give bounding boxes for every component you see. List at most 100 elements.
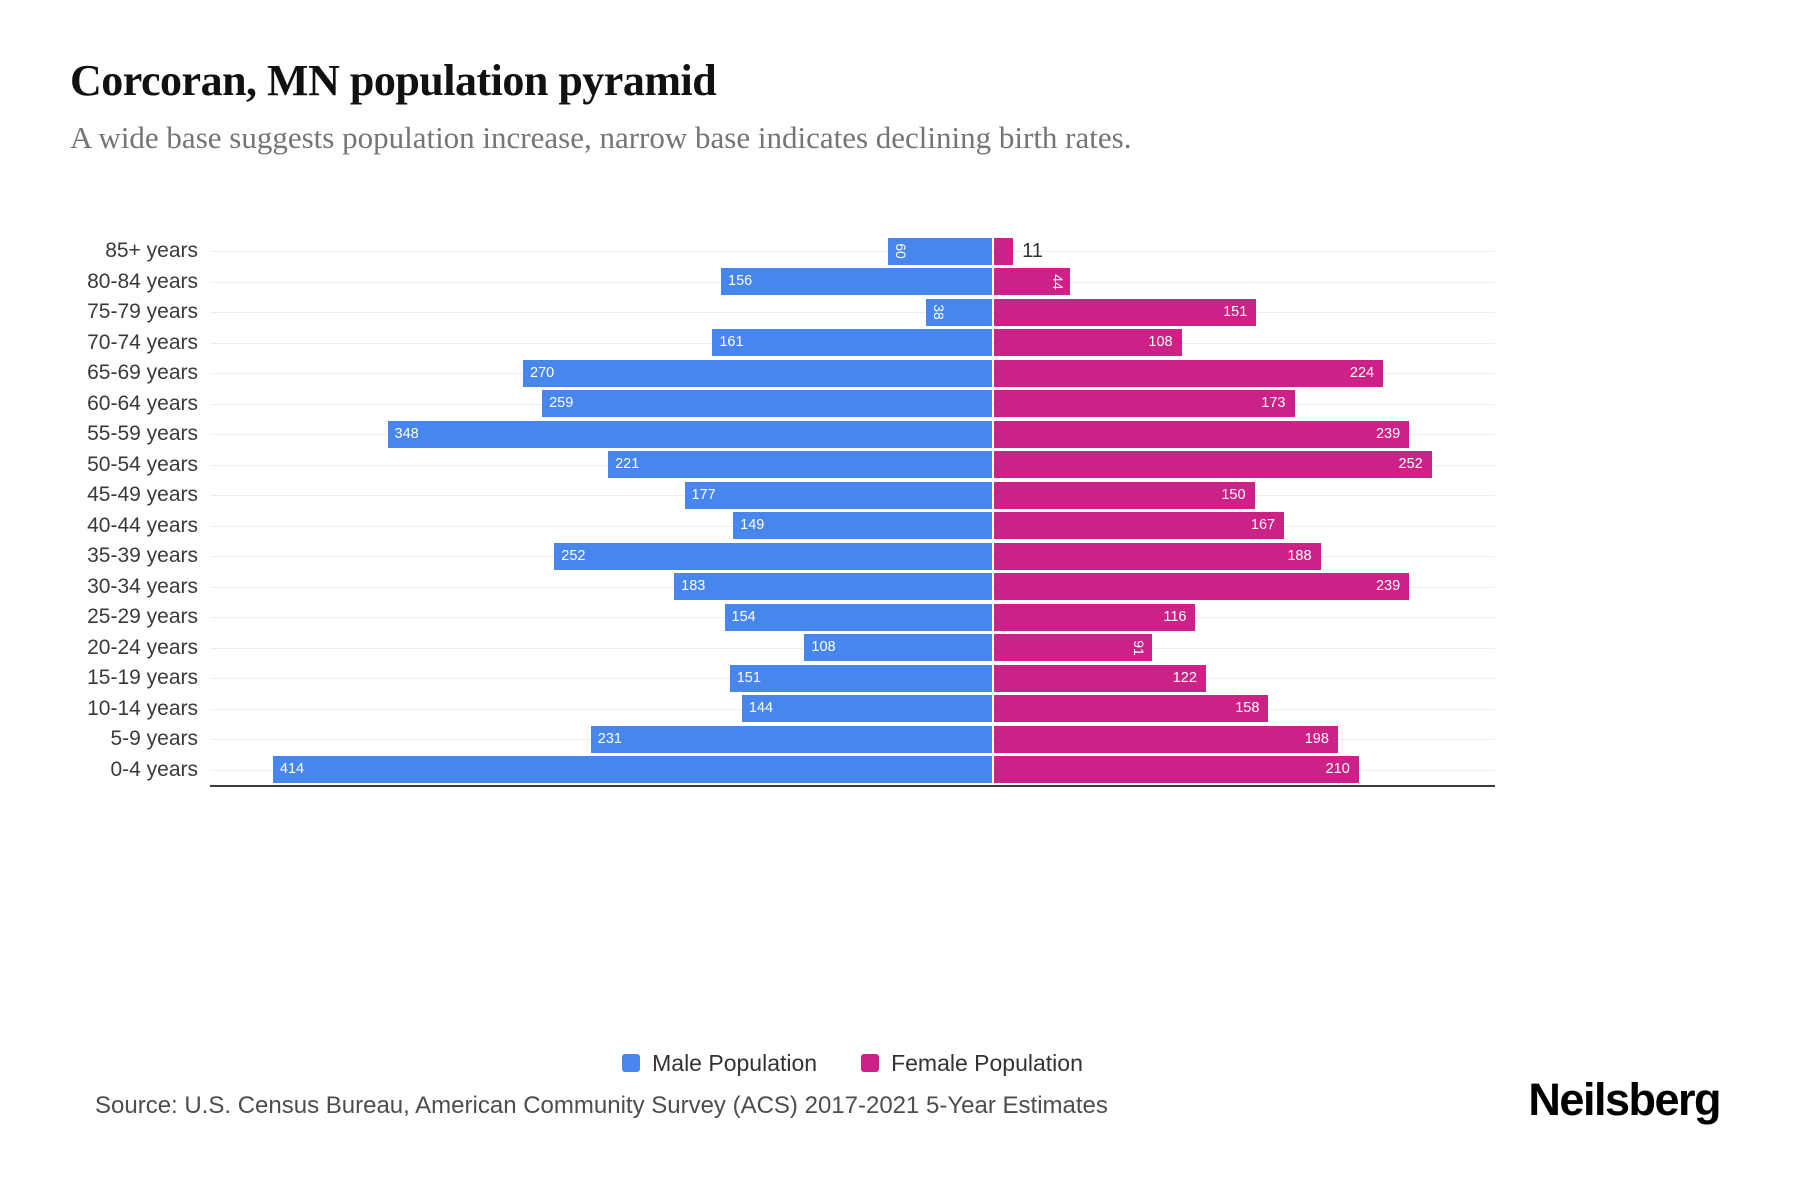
- female-value-label: 44: [1049, 273, 1066, 290]
- male-legend-swatch-icon: [622, 1054, 641, 1072]
- male-value-label: 221: [615, 456, 640, 473]
- age-group-label: 10-14 years: [87, 696, 198, 720]
- source-attribution: Source: U.S. Census Bureau, American Com…: [95, 1092, 1108, 1119]
- female-value-label: 122: [1172, 669, 1197, 686]
- female-bar: [994, 603, 1196, 631]
- male-bar: [523, 359, 992, 387]
- male-value-label: 38: [930, 304, 947, 321]
- x-axis-baseline: [210, 785, 1495, 787]
- female-bar: [994, 695, 1269, 723]
- male-value-label: 414: [279, 761, 305, 778]
- chart-title: Corcoran, MN population pyramid: [70, 56, 717, 105]
- female-value-label: 224: [1349, 364, 1375, 381]
- legend: Male Population Female Population: [210, 1048, 1495, 1078]
- male-value-label: 252: [561, 547, 586, 564]
- male-bar: [608, 451, 992, 479]
- row-gridline: [210, 251, 1495, 253]
- female-bar: [994, 573, 1410, 601]
- male-value-label: 144: [748, 700, 774, 717]
- age-group-label: 20-24 years: [87, 635, 198, 659]
- male-value-label: 270: [530, 364, 555, 381]
- age-group-label: 75-79 years: [87, 300, 198, 323]
- male-value-label: 177: [691, 486, 716, 503]
- female-value-label: 239: [1375, 425, 1401, 442]
- legend-item-male[interactable]: Male Population: [622, 1050, 817, 1077]
- female-value-label: 167: [1250, 517, 1276, 534]
- male-value-label: 149: [740, 517, 765, 534]
- age-group-label: 70-74 years: [87, 330, 198, 354]
- brand-logo: Neilsberg: [1528, 1074, 1721, 1125]
- age-group-label: 60-64 years: [87, 391, 198, 415]
- age-group-label: 5-9 years: [110, 727, 198, 750]
- age-group-label: 65-69 years: [87, 361, 198, 384]
- age-group-label: 15-19 years: [87, 666, 198, 689]
- female-value-label: 116: [1163, 608, 1187, 625]
- male-bar: [887, 237, 992, 265]
- age-group-label: 85+ years: [105, 239, 198, 262]
- female-value-label: 198: [1304, 730, 1329, 747]
- age-group-label: 35-39 years: [87, 544, 198, 567]
- female-bar: [994, 390, 1295, 418]
- age-group-label: 80-84 years: [87, 269, 198, 293]
- female-bar: [994, 756, 1359, 784]
- male-value-label: 151: [736, 669, 761, 686]
- female-bar: [994, 512, 1285, 540]
- female-legend-label: Female Population: [891, 1049, 1083, 1076]
- male-bar: [804, 634, 992, 662]
- female-value-label: 210: [1325, 761, 1350, 778]
- male-bar: [674, 573, 992, 601]
- male-bar: [724, 603, 992, 631]
- male-bar: [721, 268, 992, 296]
- age-group-label: 40-44 years: [87, 513, 198, 537]
- male-value-label: 161: [719, 334, 744, 351]
- male-bar: [925, 298, 992, 326]
- age-group-label: 25-29 years: [87, 605, 198, 628]
- female-value-label: 239: [1375, 578, 1401, 595]
- male-value-label: 183: [681, 578, 706, 595]
- male-value-label: 108: [811, 639, 836, 656]
- female-value-label: 150: [1221, 486, 1246, 503]
- chart-plot-area: 85+ years 60 11 80-84 years 156 44 75-79 years…: [0, 236, 1800, 788]
- age-group-label: 45-49 years: [87, 483, 198, 506]
- male-value-label: 154: [731, 608, 756, 625]
- age-group-label: 0-4 years: [110, 757, 198, 781]
- female-value-label: 252: [1398, 456, 1423, 473]
- row-gridline: [210, 312, 1495, 314]
- male-value-label: 156: [728, 273, 753, 290]
- female-value-label: 188: [1287, 547, 1312, 564]
- male-value-label: 231: [597, 730, 622, 747]
- male-value-label: 348: [394, 425, 419, 442]
- male-bar: [387, 420, 992, 448]
- female-value-label: 91: [1131, 639, 1148, 656]
- male-bar: [272, 756, 992, 784]
- female-value-label: 173: [1261, 395, 1286, 412]
- age-group-label: 50-54 years: [87, 452, 198, 476]
- male-legend-label: Male Population: [652, 1049, 818, 1076]
- female-bar: [994, 359, 1384, 387]
- female-bar: [994, 481, 1255, 509]
- female-bar: [994, 542, 1321, 570]
- female-bar: [994, 634, 1153, 662]
- male-bar: [733, 512, 992, 540]
- female-value-label: 158: [1235, 700, 1260, 717]
- female-bar: [994, 298, 1257, 326]
- male-bar: [542, 390, 992, 418]
- age-group-label: 55-59 years: [87, 422, 198, 445]
- age-group-label: 30-34 years: [87, 574, 198, 598]
- male-bar: [590, 725, 992, 753]
- female-bar: [994, 237, 1014, 265]
- legend-item-female[interactable]: Female Population: [861, 1050, 1083, 1077]
- male-bar: [741, 695, 992, 723]
- female-bar: [994, 451, 1432, 479]
- male-value-label: 60: [892, 243, 909, 260]
- female-value-label: 151: [1223, 303, 1248, 320]
- male-bar: [554, 542, 992, 570]
- chart-subtitle: A wide base suggests population increase…: [70, 120, 1132, 155]
- male-bar: [729, 664, 992, 692]
- male-bar: [684, 481, 992, 509]
- female-legend-swatch-icon: [861, 1054, 880, 1072]
- male-bar: [712, 329, 992, 357]
- female-bar: [994, 725, 1338, 753]
- female-value-label: 108: [1148, 334, 1173, 351]
